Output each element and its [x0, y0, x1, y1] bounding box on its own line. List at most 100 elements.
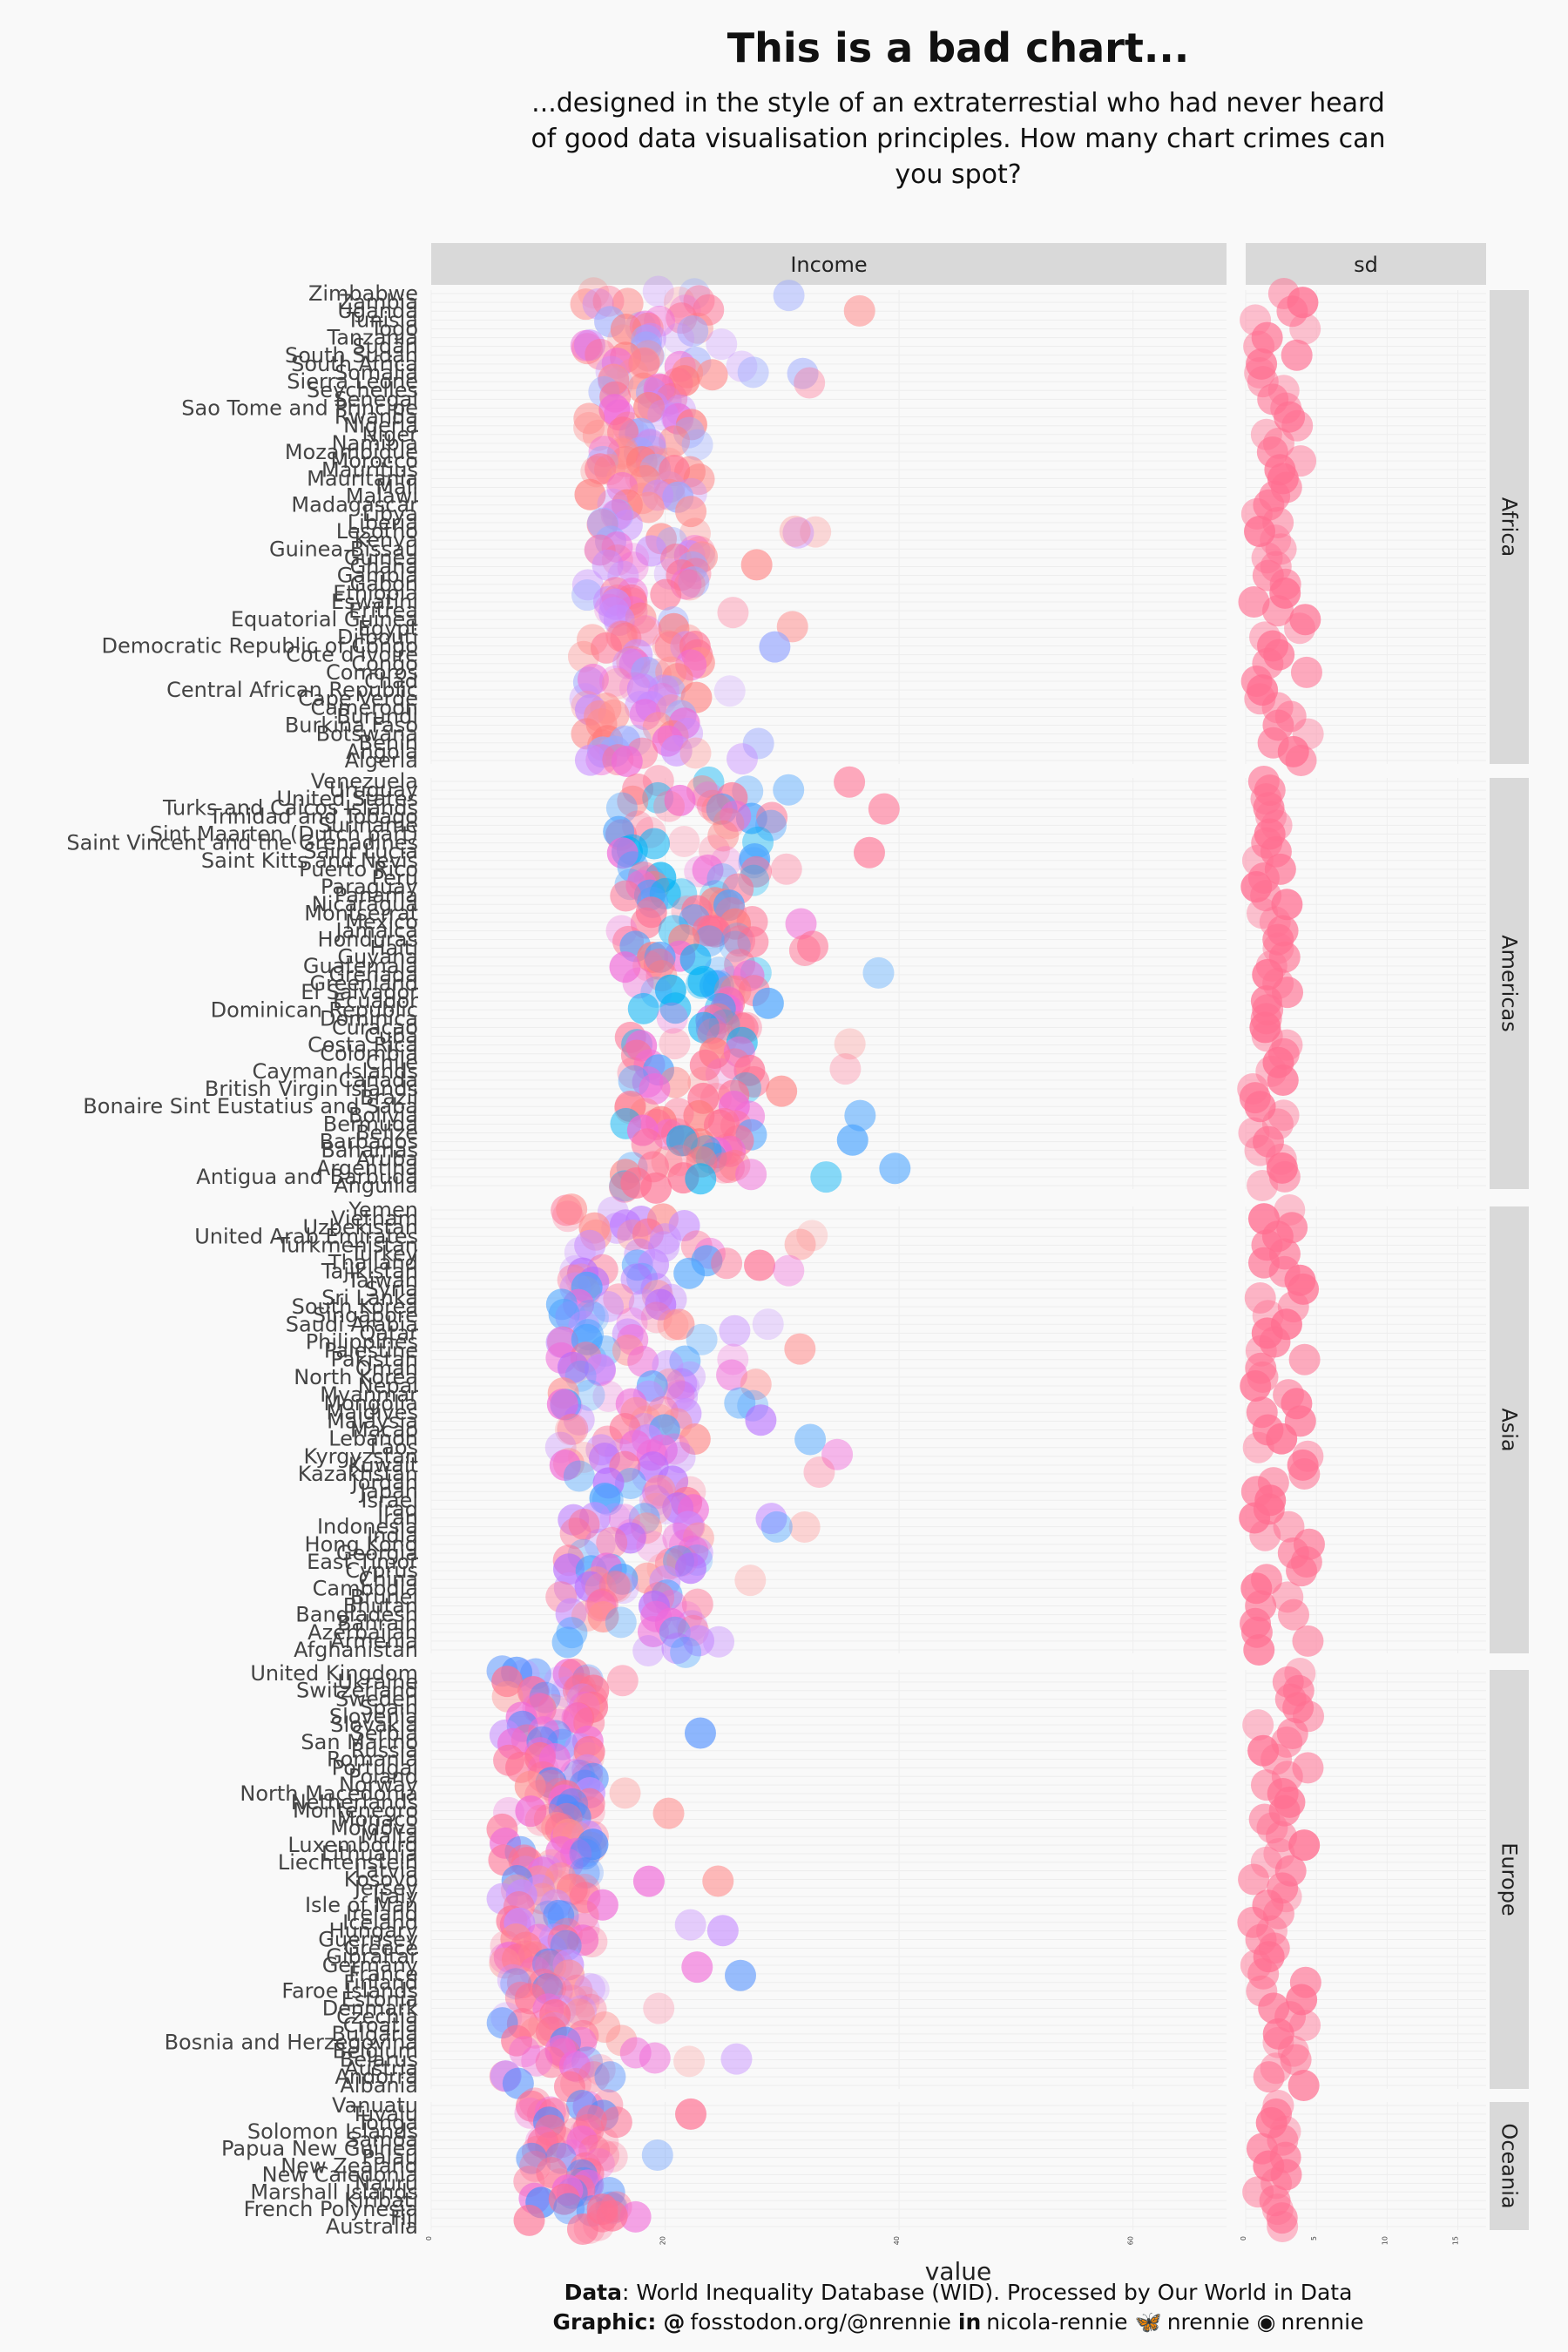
data-point-income [596, 2200, 628, 2232]
country-label: Sri Lanka [321, 1286, 418, 1310]
data-point-income [587, 1601, 619, 1633]
data-point-income [706, 1915, 739, 1947]
data-point-sd [1244, 1134, 1276, 1166]
data-point-income [796, 1220, 828, 1252]
data-point-income [675, 496, 707, 528]
data-point-income [672, 1511, 705, 1543]
data-point-income [609, 951, 641, 983]
data-point-income [681, 429, 713, 461]
data-point-income [803, 1456, 835, 1489]
data-point-income [620, 1167, 652, 1200]
caption-handle[interactable]: nrennie [1281, 2309, 1364, 2335]
country-label: Tajikistan [321, 1260, 418, 1284]
data-point-income [673, 2045, 706, 2078]
data-point-income [628, 1288, 660, 1321]
facet-strip-row [1490, 290, 1529, 764]
data-point-income [643, 948, 675, 980]
data-point-income [546, 1389, 578, 1421]
data-point-income [821, 1438, 854, 1470]
data-point-income [686, 1323, 718, 1355]
country-label: United Arab Emirates [194, 1224, 418, 1248]
country-label: Japan [358, 1479, 418, 1504]
data-point-income [583, 2209, 615, 2241]
country-label: Costa Rica [308, 1033, 418, 1058]
data-point-sd [1289, 604, 1321, 636]
data-point-income [726, 743, 758, 775]
data-point-sd [1246, 348, 1278, 380]
data-point-sd [1288, 1829, 1321, 1862]
country-label: Bonaire Sint Eustatius and Saba [83, 1094, 418, 1119]
facet-strip-sd [1246, 243, 1486, 285]
data-point-sd [1280, 2044, 1312, 2076]
country-label: Jamaica [335, 918, 418, 943]
data-point-sd [1260, 524, 1292, 557]
caption-handle[interactable]: nicola-rennie [986, 2309, 1128, 2335]
panel-europe: United KingdomUkraineSwitzerlandSwedenSp… [165, 1655, 1529, 2103]
country-label: Moldova [330, 1815, 418, 1840]
data-point-income [706, 328, 738, 361]
data-point-income [573, 411, 605, 443]
data-point-income [674, 1909, 706, 1941]
data-point-income [614, 1468, 646, 1500]
data-point-income [650, 578, 682, 611]
country-label: Eritrea [348, 598, 418, 623]
data-point-income [601, 667, 633, 700]
country-label: Andorra [335, 2065, 418, 2089]
data-point-income [568, 1508, 600, 1540]
data-point-income [521, 2044, 553, 2077]
country-label: United Kingdom [250, 1661, 418, 1686]
x-tick-label: 15 [1452, 2236, 1460, 2245]
country-label: Cote d'Ivoire [286, 643, 418, 667]
country-label: Cambodia [313, 1576, 418, 1600]
data-point-income [627, 348, 659, 380]
data-point-income [591, 549, 624, 581]
data-point-income [677, 315, 709, 348]
country-label: Bahamas [321, 1139, 418, 1163]
data-point-income [770, 853, 802, 885]
data-point-income [586, 1889, 618, 1921]
country-label: Uganda [337, 299, 418, 323]
data-point-income [551, 1626, 584, 1659]
data-point-income [784, 1228, 816, 1260]
country-label: Honduras [318, 928, 418, 952]
country-label: Argentina [316, 1156, 418, 1180]
caption: Data: World Inequality Database (WID). P… [0, 2278, 1568, 2337]
data-point-sd [1240, 1370, 1272, 1402]
data-point-income [575, 1993, 607, 2025]
country-label: Tunisia [346, 308, 418, 332]
data-point-income [570, 329, 602, 362]
data-point-income [717, 597, 749, 629]
data-point-income [570, 1835, 602, 1868]
data-point-income [683, 1625, 715, 1657]
data-point-income [663, 1308, 695, 1341]
country-label: North Macedonia [240, 1781, 418, 1806]
country-label: Austria [344, 2056, 418, 2080]
country-label: Burkina Faso [285, 713, 418, 738]
data-point-income [605, 1606, 637, 1639]
country-label: Italy [373, 1884, 418, 1909]
caption-handle[interactable]: nrennie [1166, 2309, 1250, 2335]
country-label: India [367, 1524, 418, 1548]
data-point-income [684, 1717, 716, 1749]
data-point-income [734, 1565, 767, 1597]
country-label: Zambia [339, 290, 418, 314]
data-point-income [724, 925, 756, 957]
data-point-income [716, 1359, 748, 1391]
data-point-income [606, 837, 639, 869]
country-label: Dominica [320, 1006, 418, 1031]
data-point-income [659, 425, 691, 457]
country-label: Romania [327, 1747, 418, 1772]
caption-handle[interactable]: fosstodon.org/@nrennie [690, 2309, 951, 2335]
facet-label: sd [1354, 253, 1378, 277]
country-label: Nauru [355, 2171, 418, 2195]
country-label: Hungary [329, 1919, 418, 1943]
data-point-income [668, 825, 700, 857]
country-label: Bhutan [343, 1594, 418, 1619]
country-label: Macao [350, 1418, 418, 1443]
country-label: Tonga [356, 2111, 418, 2135]
data-point-income [681, 1951, 713, 1984]
region-label: Africa [1497, 497, 1522, 557]
data-point-sd [1286, 1555, 1318, 1587]
data-point-income [551, 1200, 584, 1233]
